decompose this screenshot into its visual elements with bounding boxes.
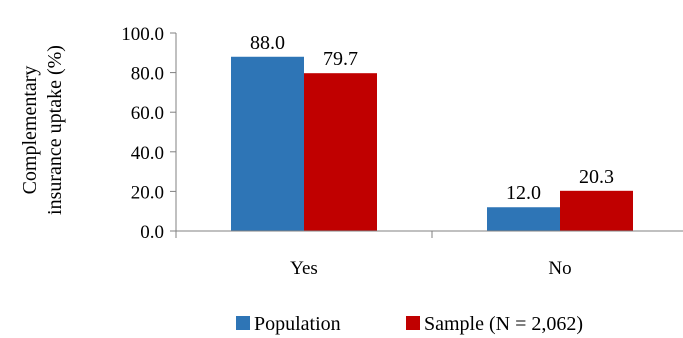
legend: Population Sample (N = 2,062) <box>236 313 583 335</box>
legend-label: Sample (N = 2,062) <box>424 313 583 335</box>
data-labels: 88.0 79.7 12.0 20.3 <box>250 32 614 204</box>
bar <box>560 190 633 231</box>
x-tick-label: No <box>548 258 571 279</box>
y-axis-ticks: 0.0 20.0 40.0 60.0 80.0 100.0 <box>121 24 176 243</box>
bar <box>487 207 560 231</box>
y-axis-title-line-2: insurance uptake (%) <box>44 45 66 215</box>
y-tick-label: 40.0 <box>131 143 164 164</box>
x-tick-label: Yes <box>290 258 318 279</box>
bar <box>231 56 304 232</box>
y-axis-title: Complementary insurance uptake (%) <box>19 45 66 215</box>
legend-swatch <box>406 316 420 330</box>
bar <box>304 73 377 231</box>
data-label: 20.3 <box>579 166 614 188</box>
y-tick-label: 60.0 <box>131 103 164 124</box>
y-tick-label: 20.0 <box>131 182 164 203</box>
data-label: 79.7 <box>323 48 358 70</box>
data-label: 12.0 <box>506 182 541 204</box>
y-tick-label: 100.0 <box>121 24 164 45</box>
y-tick-label: 80.0 <box>131 64 164 85</box>
y-tick-label: 0.0 <box>140 222 164 243</box>
legend-swatch <box>236 316 250 330</box>
legend-label: Population <box>254 313 341 335</box>
x-axis-ticks: Yes No <box>175 231 572 279</box>
bars <box>231 56 633 232</box>
y-axis-title-line-1: Complementary <box>19 66 41 195</box>
data-label: 88.0 <box>250 32 285 54</box>
